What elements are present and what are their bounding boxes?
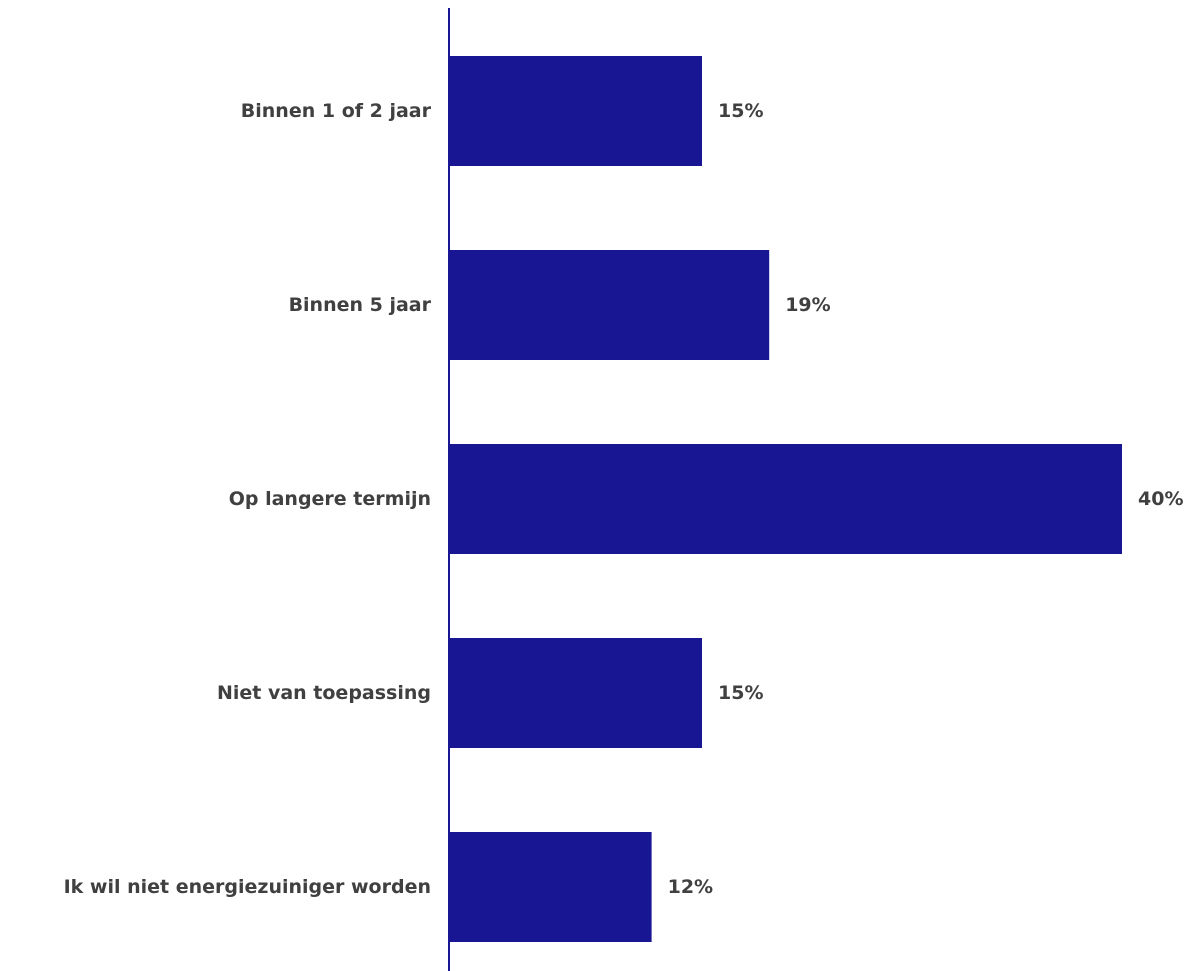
value-label-3: 40% — [1138, 488, 1183, 510]
value-label-2: 19% — [785, 294, 830, 316]
category-labels-group: Binnen 1 of 2 jaar Binnen 5 jaar Op langer… — [64, 100, 432, 898]
bars-group — [450, 56, 1122, 942]
category-label-3: Op langere termijn — [229, 488, 431, 510]
bar-3 — [450, 444, 1122, 554]
category-label-5: Ik wil niet energiezuiniger worden — [64, 876, 431, 898]
bar-2 — [450, 250, 770, 360]
value-label-4: 15% — [718, 682, 763, 704]
category-label-1: Binnen 1 of 2 jaar — [241, 100, 432, 122]
category-label-2: Binnen 5 jaar — [289, 294, 432, 316]
bar-5 — [450, 832, 652, 942]
bar-4 — [450, 638, 702, 748]
value-label-5: 12% — [668, 876, 713, 898]
category-label-4: Niet van toepassing — [217, 682, 431, 704]
bar-1 — [450, 56, 702, 166]
value-label-1: 15% — [718, 100, 763, 122]
value-labels-group: 15% 19% 40% 15% 12% — [668, 100, 1184, 898]
